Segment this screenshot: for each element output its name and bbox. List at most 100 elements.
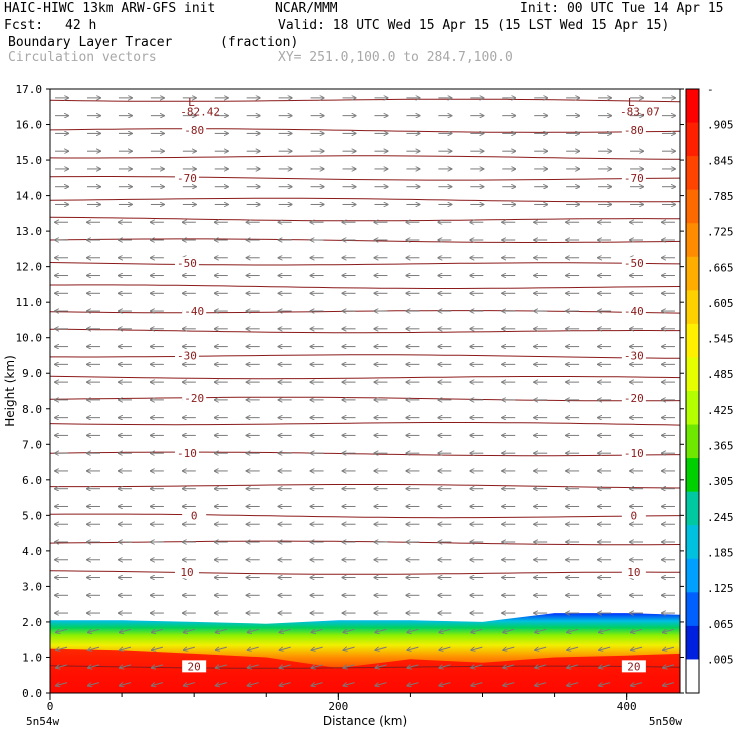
contour-label-bg [182,392,207,405]
wind-vector [599,646,611,650]
valid-time: Valid: 18 UTC Wed 15 Apr 15 (15 LST Wed … [278,18,670,33]
y-tick-label: 13.0 [16,225,43,238]
wind-vector [120,628,132,632]
contour-label-bg [182,509,207,522]
colorbar-swatch [686,290,699,325]
colorbar-label: .545 [707,333,734,346]
wind-vector [120,682,132,686]
contour-label: 20 [188,660,201,673]
contour-label-bg [174,349,199,362]
colorbar-swatch [686,659,699,694]
contour-line [49,98,681,103]
left-endpoint-label: 5n54w [26,715,59,728]
contour-label: 0 [191,509,198,522]
wind-vector [407,682,419,686]
colorbar-swatch [686,323,699,358]
colorbar-label: .605 [707,297,734,310]
contour-label-bg [174,171,199,184]
contour-label-bg [621,660,646,673]
colorbar-swatch [686,424,699,459]
wind-vector [280,628,291,632]
wind-vector [567,646,579,650]
contour-label: -80 [184,124,204,137]
wind-vector [471,646,483,650]
wind-vector [344,646,355,650]
wind-vector [503,664,515,668]
y-tick-label: 16.0 [16,119,43,132]
contour-line [49,396,681,402]
y-tick-label: 2.0 [22,616,42,629]
contour-line [49,128,681,133]
contour-label-bg [621,566,646,579]
forecast-label: Fcst: [4,18,44,33]
wind-vector [567,682,579,686]
wind-vector [248,682,259,686]
contour-label: -30 [177,349,197,362]
colorbar-label: .665 [707,261,734,274]
contour-label-bg [174,257,199,270]
contour-label: -20 [624,392,644,405]
wind-vector [56,682,68,686]
y-tick-label: 12.0 [16,261,43,274]
contour-label: -50 [177,257,197,270]
wind-vector [535,628,547,632]
y-tick-label: 17.0 [16,83,43,96]
wind-vector [120,646,132,650]
x-tick-label: 400 [617,700,637,713]
wind-vector [312,682,323,686]
wind-vector [439,664,451,668]
wind-vector [535,682,547,686]
wind-vector [663,646,675,650]
wind-vector [216,646,227,650]
wind-vector [503,682,515,686]
colorbar-swatch [686,458,699,493]
wind-vector [280,664,291,668]
y-tick-label: 15.0 [16,154,43,167]
colorbar-label: .725 [707,226,734,239]
wind-vector [216,682,227,686]
contour-label-bg [182,305,207,318]
wind-vector [663,682,675,686]
wind-vector [631,646,643,650]
contour-line [49,451,681,457]
tracer-core [50,648,680,693]
colorbar-frame [685,88,700,694]
y-tick-label: 3.0 [22,580,42,593]
wind-vector [535,646,547,650]
wind-vector [216,628,227,632]
wind-vector [248,628,259,632]
colorbar-label: .785 [707,190,734,203]
contour-label-bg [182,660,207,673]
contour-label: -10 [177,447,197,460]
vector-name: Circulation vectors [8,50,157,65]
colorbar-label: .485 [707,368,734,381]
wind-vector [535,664,547,668]
contour-label-bg [174,566,199,579]
colorbar-swatch [686,558,699,593]
wind-vector [152,646,163,650]
model-title: HAIC-HIWC 13km ARW-GFS init [4,1,216,16]
contour-label: 0 [631,509,638,522]
y-tick-label: 7.0 [22,438,42,451]
org-label: NCAR/MMM [275,1,338,16]
colorbar-label: .185 [707,546,734,559]
contour-line [50,484,681,489]
contour-label: -10 [624,447,644,460]
wind-vector [567,664,579,668]
y-tick-label: 14.0 [16,190,43,203]
wind-vector [439,628,451,632]
wind-vector [248,646,259,650]
wind-vector [663,628,675,632]
contour-line [50,284,681,289]
wind-vector [567,628,579,632]
contour-label: -40 [624,305,644,318]
y-tick-label: 0.0 [22,687,42,700]
wind-vector [280,682,291,686]
wind-vector [312,628,323,632]
wind-vector [375,664,387,668]
contour-label: 10 [627,566,640,579]
colorbar-swatch [686,189,699,224]
contour-label-bg [182,123,207,136]
wind-vector [375,682,387,686]
y-tick-label: 10.0 [16,332,43,345]
